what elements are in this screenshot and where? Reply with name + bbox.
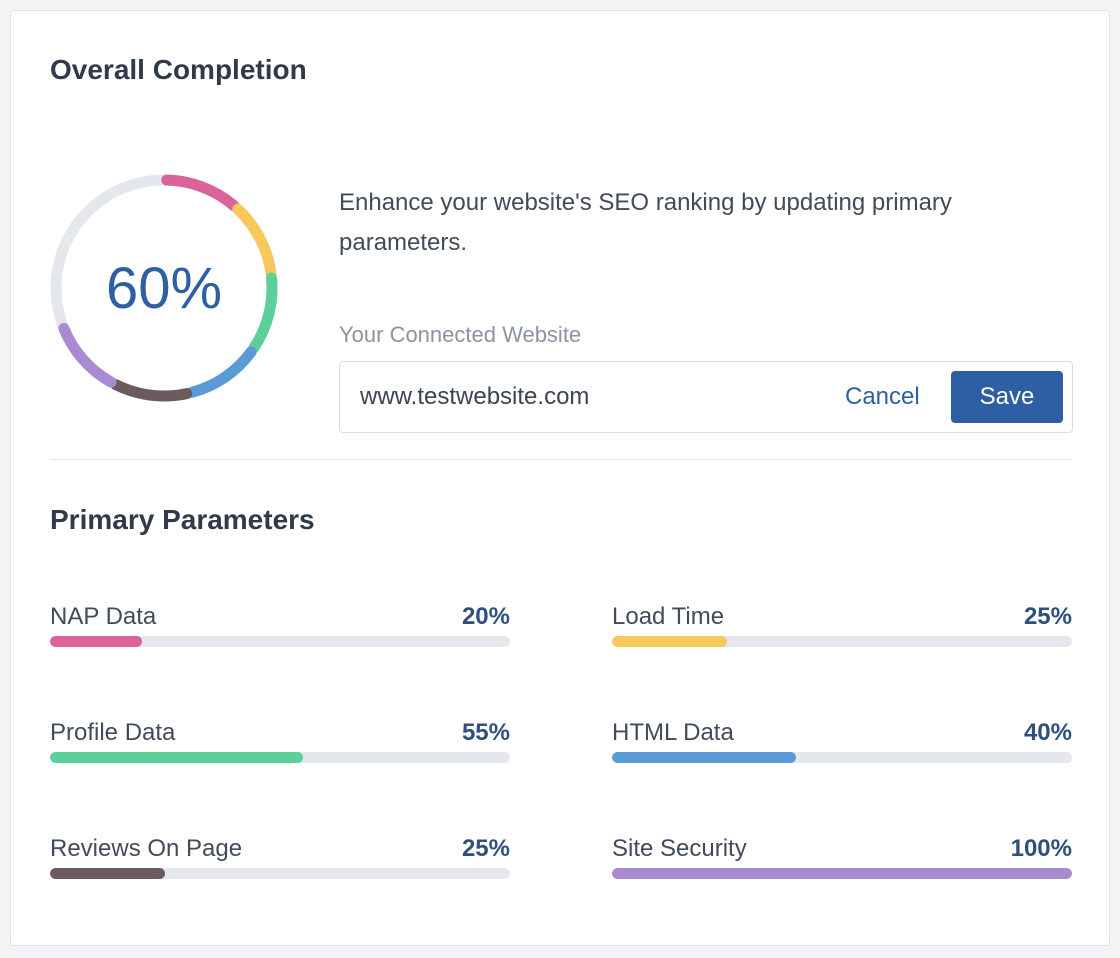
website-input[interactable] xyxy=(360,376,820,418)
param-value: 25% xyxy=(461,835,510,862)
seo-description: Enhance your website's SEO ranking by up… xyxy=(339,189,952,256)
param-value: 55% xyxy=(461,719,510,746)
connected-website-label: Your Connected Website xyxy=(339,322,582,347)
param-name: NAP Data xyxy=(50,603,157,630)
progress-track xyxy=(612,752,1072,763)
progress-fill xyxy=(50,868,165,879)
param-profile-data: Profile Data 55% xyxy=(50,719,510,779)
overall-completion-card: Overall Completion 60% Enhance your webs… xyxy=(10,10,1110,946)
completion-percent: 60% xyxy=(105,255,223,321)
progress-track xyxy=(50,636,510,647)
param-load-time: Load Time 25% xyxy=(612,603,1072,663)
progress-fill xyxy=(612,636,727,647)
param-html-data: HTML Data 40% xyxy=(612,719,1072,779)
ring-segment xyxy=(161,174,240,211)
param-name: HTML Data xyxy=(612,719,734,746)
progress-fill xyxy=(50,636,142,647)
completion-ring-graphic xyxy=(50,174,278,402)
param-value: 40% xyxy=(1023,719,1072,746)
cancel-button[interactable]: Cancel xyxy=(845,383,920,410)
ring-segment xyxy=(232,203,277,278)
progress-track xyxy=(612,636,1072,647)
ring-segment xyxy=(186,346,257,398)
param-nap-data: NAP Data 20% xyxy=(50,603,510,663)
primary-parameters-title: Primary Parameters xyxy=(50,504,315,535)
progress-track xyxy=(50,752,510,763)
progress-track xyxy=(612,868,1072,879)
ring-segment xyxy=(248,272,278,353)
param-reviews-on-page: Reviews On Page 25% xyxy=(50,835,510,895)
param-value: 25% xyxy=(1023,603,1072,630)
completion-ring: 60% xyxy=(50,174,278,402)
progress-fill xyxy=(612,752,796,763)
ring-segment xyxy=(58,322,117,388)
param-site-security: Site Security 100% xyxy=(612,835,1072,895)
param-name: Reviews On Page xyxy=(50,835,243,862)
param-value: 100% xyxy=(1010,835,1072,862)
section-divider xyxy=(50,459,1072,460)
save-button[interactable]: Save xyxy=(951,371,1063,423)
progress-fill xyxy=(50,752,303,763)
param-name: Load Time xyxy=(612,603,725,630)
progress-track xyxy=(50,868,510,879)
param-name: Profile Data xyxy=(50,719,176,746)
progress-fill xyxy=(612,868,1072,879)
ring-segment xyxy=(110,379,193,402)
param-value: 20% xyxy=(461,603,510,630)
connected-website-field: Cancel Save xyxy=(339,361,1073,433)
overall-completion-title: Overall Completion xyxy=(50,54,307,85)
param-name: Site Security xyxy=(612,835,747,862)
